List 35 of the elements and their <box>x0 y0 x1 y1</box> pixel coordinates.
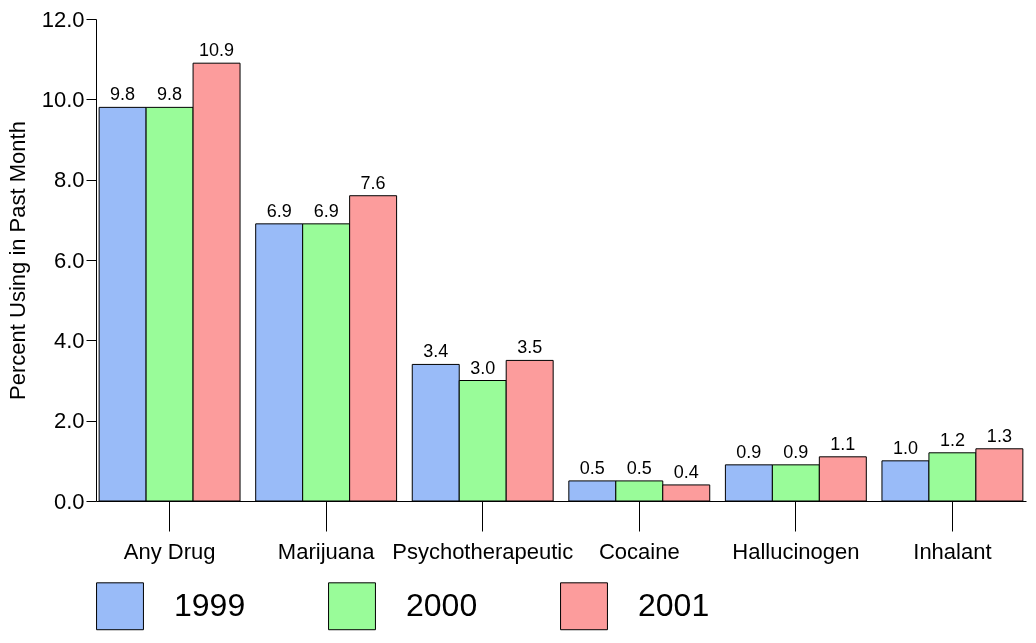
data-label: 0.9 <box>783 441 809 462</box>
x-tick-label: Any Drug <box>123 538 216 564</box>
y-tick-label: 0.0 <box>53 488 85 514</box>
data-label: 3.0 <box>470 357 496 378</box>
data-label: 6.9 <box>266 200 292 221</box>
legend-label: 1999 <box>174 587 246 624</box>
x-tick-label: Cocaine <box>598 538 680 564</box>
legend-label: 2000 <box>406 587 478 624</box>
data-label: 9.8 <box>157 84 183 105</box>
data-label: 3.5 <box>517 337 543 358</box>
y-tick-label: 10.0 <box>41 86 85 112</box>
data-label: 6.9 <box>313 200 339 221</box>
data-label: 10.9 <box>199 40 235 61</box>
x-tick-label: Hallucinogen <box>732 538 860 564</box>
y-tick-label: 4.0 <box>53 327 85 353</box>
data-label: 1.0 <box>892 437 918 458</box>
data-label: 1.2 <box>939 429 965 450</box>
data-label: 0.5 <box>579 457 605 478</box>
y-tick-label: 8.0 <box>53 167 85 193</box>
data-label: 1.3 <box>986 425 1012 446</box>
data-label: 0.5 <box>626 457 652 478</box>
y-tick-label: 6.0 <box>53 247 85 273</box>
legend-label: 2001 <box>638 587 710 624</box>
y-tick-label: 2.0 <box>53 408 85 434</box>
data-label: 3.4 <box>423 341 449 362</box>
y-axis-title: Percent Using in Past Month <box>4 121 30 400</box>
data-label: 9.8 <box>110 84 136 105</box>
y-tick-label: 12.0 <box>41 6 85 32</box>
x-tick-label: Inhalant <box>913 538 992 564</box>
data-label: 1.1 <box>830 433 856 454</box>
x-tick-label: Marijuana <box>277 538 376 564</box>
data-label: 0.4 <box>673 461 699 482</box>
data-label: 7.6 <box>360 172 386 193</box>
x-tick-label: Psychotherapeutic <box>392 538 574 564</box>
data-label: 0.9 <box>736 441 762 462</box>
